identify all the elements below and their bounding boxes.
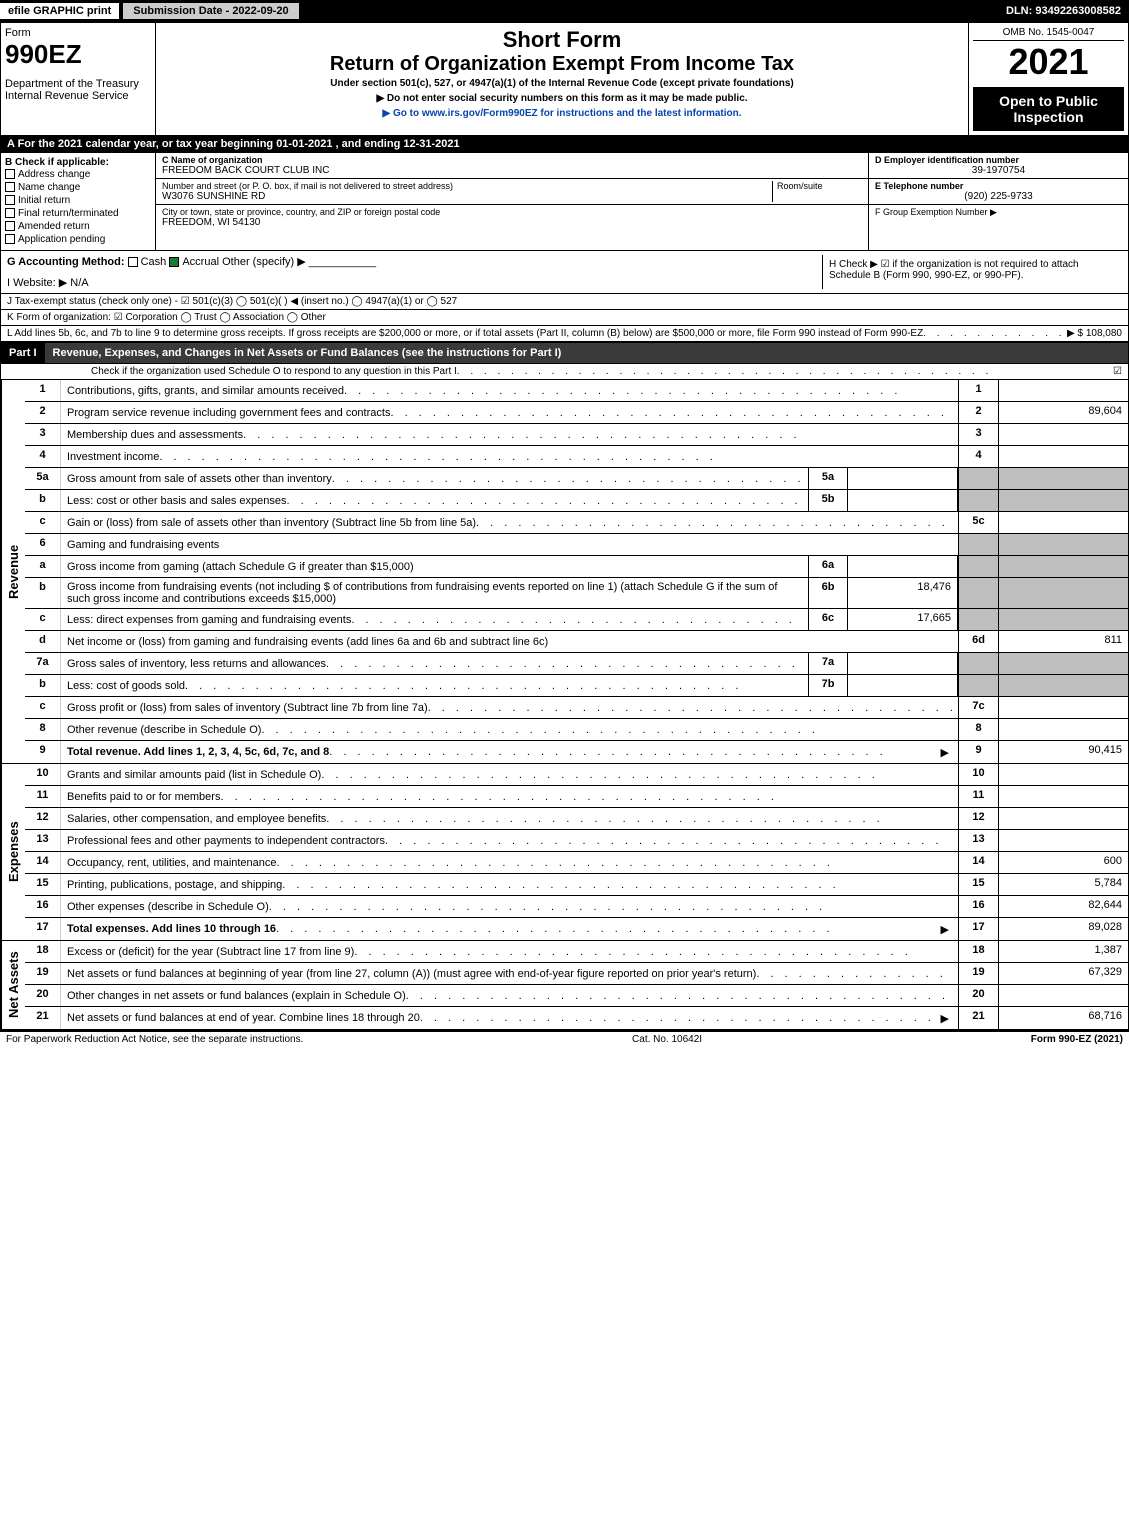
j-tax-exempt: J Tax-exempt status (check only one) - ☑… [0,294,1129,310]
header-mid: Short Form Return of Organization Exempt… [156,23,968,135]
footer-cat: Cat. No. 10642I [303,1034,1030,1045]
street-cell: Number and street (or P. O. box, if mail… [156,179,868,205]
check-application-pending[interactable]: Application pending [5,233,151,246]
footer-right: Form 990-EZ (2021) [1031,1034,1123,1045]
dept-label: Department of the Treasury [5,78,151,90]
tax-year: 2021 [973,41,1124,83]
city-value: FREEDOM, WI 54130 [162,217,862,228]
irs-link[interactable]: ▶ Go to www.irs.gov/Form990EZ for instru… [382,108,741,119]
col-c-org-info: C Name of organization FREEDOM BACK COUR… [156,153,868,250]
dots [457,366,1113,377]
omb-number: OMB No. 1545-0047 [973,27,1124,41]
revenue-table: Revenue 1Contributions, gifts, grants, a… [0,380,1129,764]
under-section: Under section 501(c), 527, or 4947(a)(1)… [162,76,962,91]
page-footer: For Paperwork Reduction Act Notice, see … [0,1030,1129,1047]
check-amended-return[interactable]: Amended return [5,220,151,233]
l-text: L Add lines 5b, 6c, and 7b to line 9 to … [7,328,923,339]
ein-cell: D Employer identification number 39-1970… [869,153,1128,179]
part1-checked: ☑ [1113,366,1122,377]
form-header: Form 990EZ Department of the Treasury In… [0,22,1129,136]
revenue-side-label: Revenue [1,380,25,763]
k-form-org: K Form of organization: ☑ Corporation ◯ … [0,310,1129,326]
dots [923,328,1067,339]
netassets-side-label: Net Assets [1,941,25,1029]
i-website: I Website: ▶ N/A [7,276,822,289]
phone-value: (920) 225-9733 [875,191,1122,202]
part-1-check: Check if the organization used Schedule … [0,364,1129,380]
expenses-table: Expenses 10Grants and similar amounts pa… [0,764,1129,941]
form-number: 990EZ [5,39,151,70]
phone-label: E Telephone number [875,181,1122,191]
street-label: Number and street (or P. O. box, if mail… [162,181,772,191]
check-cash[interactable] [128,257,138,267]
part-1-header: Part I Revenue, Expenses, and Changes in… [0,342,1129,364]
short-form-title: Short Form [162,27,962,53]
org-name-cell: C Name of organization FREEDOM BACK COUR… [156,153,868,179]
part-1-label: Part I [1,343,45,363]
l-gross-receipts: L Add lines 5b, 6c, and 7b to line 9 to … [0,326,1129,342]
check-address-change[interactable]: Address change [5,168,151,181]
check-accrual[interactable] [169,257,179,267]
col-b-label: B Check if applicable: [5,157,151,168]
l-amount: ▶ $ 108,080 [1067,328,1122,339]
col-b-checkboxes: B Check if applicable: Address change Na… [1,153,156,250]
netasset-lines: 18Excess or (deficit) for the year (Subt… [25,941,1128,1029]
group-label: F Group Exemption Number ▶ [875,207,1122,218]
netassets-table: Net Assets 18Excess or (deficit) for the… [0,941,1129,1030]
form-label: Form [5,27,151,39]
footer-left: For Paperwork Reduction Act Notice, see … [6,1034,303,1045]
row-a-calendar-year: A For the 2021 calendar year, or tax yea… [0,136,1129,153]
org-name: FREEDOM BACK COURT CLUB INC [162,165,862,176]
h-schedule-b: H Check ▶ ☑ if the organization is not r… [822,255,1122,289]
check-name-change[interactable]: Name change [5,181,151,194]
col-d-ids: D Employer identification number 39-1970… [868,153,1128,250]
phone-cell: E Telephone number (920) 225-9733 [869,179,1128,205]
goto-link[interactable]: ▶ Go to www.irs.gov/Form990EZ for instru… [162,106,962,121]
dln-label: DLN: 93492263008582 [1006,5,1129,17]
street-value: W3076 SUNSHINE RD [162,191,772,202]
ein-label: D Employer identification number [875,155,1122,165]
top-bar: efile GRAPHIC print Submission Date - 20… [0,0,1129,22]
part1-check-text: Check if the organization used Schedule … [91,366,457,377]
expenses-side-label: Expenses [1,764,25,940]
submission-date: Submission Date - 2022-09-20 [123,3,298,19]
efile-label: efile GRAPHIC print [0,3,119,19]
no-ssn-note: ▶ Do not enter social security numbers o… [162,91,962,106]
name-label: C Name of organization [162,155,862,165]
city-label: City or town, state or province, country… [162,207,862,217]
room-suite-label: Room/suite [772,181,862,202]
row-g-h: G Accounting Method: Cash Accrual Other … [0,251,1129,294]
section-bcd: B Check if applicable: Address change Na… [0,153,1129,251]
open-public-inspection: Open to Public Inspection [973,87,1124,131]
check-final-return[interactable]: Final return/terminated [5,207,151,220]
g-label: G Accounting Method: [7,256,125,268]
return-title: Return of Organization Exempt From Incom… [162,53,962,76]
expense-lines: 10Grants and similar amounts paid (list … [25,764,1128,940]
ein-value: 39-1970754 [875,165,1122,176]
header-right: OMB No. 1545-0047 2021 Open to Public In… [968,23,1128,135]
revenue-lines: 1Contributions, gifts, grants, and simil… [25,380,1128,763]
check-initial-return[interactable]: Initial return [5,194,151,207]
irs-label: Internal Revenue Service [5,90,151,102]
g-accounting: G Accounting Method: Cash Accrual Other … [7,255,822,289]
header-left: Form 990EZ Department of the Treasury In… [1,23,156,135]
group-exempt-cell: F Group Exemption Number ▶ [869,205,1128,220]
city-cell: City or town, state or province, country… [156,205,868,230]
part-1-title: Revenue, Expenses, and Changes in Net As… [45,343,1128,363]
